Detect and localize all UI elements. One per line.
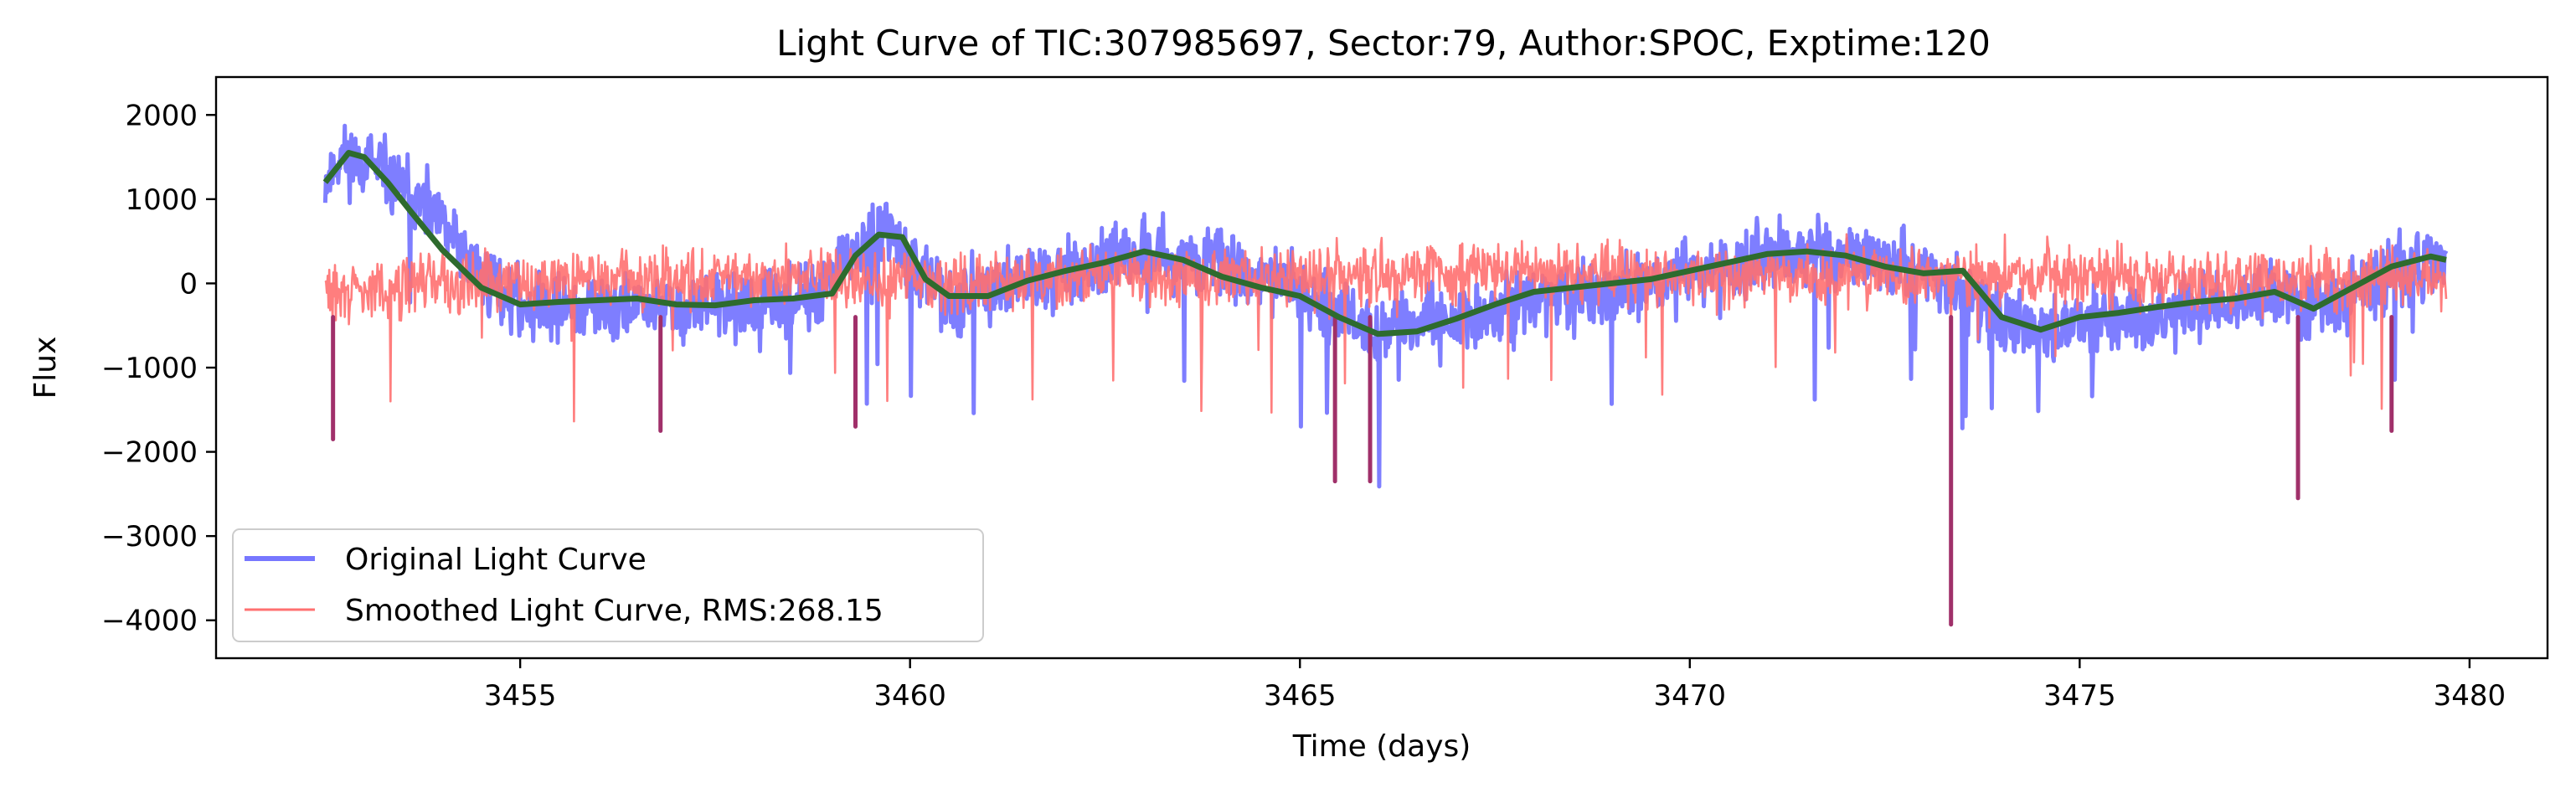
y-axis: 2000 1000 0 −1000 −2000 −3000 −4000 <box>101 99 216 638</box>
y-tick-label: −1000 <box>101 352 198 385</box>
y-tick-label: 2000 <box>125 99 198 132</box>
smoothed-light-curve <box>324 233 2448 423</box>
y-tick-label: 0 <box>179 267 198 301</box>
x-axis-label: Time (days) <box>1292 729 1471 764</box>
legend-box <box>232 528 984 642</box>
x-tick-label: 3465 <box>1264 679 1337 713</box>
y-tick-label: −4000 <box>101 605 198 638</box>
x-tick-label: 3455 <box>484 679 557 713</box>
y-axis-label: Flux <box>28 337 63 399</box>
x-tick-label: 3470 <box>1654 679 1727 713</box>
y-tick-label: −2000 <box>101 436 198 470</box>
series-layer <box>322 123 2449 627</box>
legend-label-original: Original Light Curve <box>345 543 647 577</box>
x-axis: 3455 3460 3465 3470 3475 3480 <box>484 658 2506 713</box>
y-tick-label: −3000 <box>101 520 198 554</box>
legend-label-smoothed: Smoothed Light Curve, RMS:268.15 <box>345 594 884 628</box>
x-tick-label: 3460 <box>873 679 946 713</box>
x-tick-label: 3480 <box>2434 679 2506 713</box>
trend-line <box>322 150 2447 337</box>
chart-title: Light Curve of TIC:307985697, Sector:79,… <box>776 23 1991 64</box>
y-tick-label: 1000 <box>125 183 198 217</box>
legend: Original Light Curve Smoothed Light Curv… <box>232 528 984 642</box>
x-tick-label: 3475 <box>2043 679 2116 713</box>
original-light-curve <box>322 123 2449 489</box>
